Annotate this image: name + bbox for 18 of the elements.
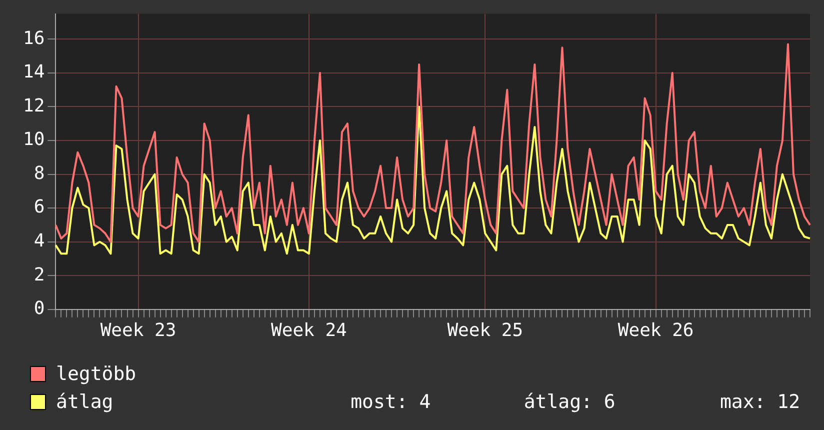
y-tick-label: 4 — [34, 230, 45, 252]
text: most: 4 — [350, 391, 432, 413]
y-tick-label: 14 — [22, 62, 45, 83]
legend-label: átlag — [56, 391, 114, 413]
text: átlag: 6 — [522, 391, 616, 413]
legend-label: legtöbb — [56, 363, 138, 385]
text: max: 12 — [718, 391, 802, 413]
x-tick-label: Week 24 — [271, 320, 347, 341]
y-tick-label: 8 — [34, 162, 45, 184]
y-tick-label: 10 — [22, 129, 45, 150]
x-tick-label: Week 23 — [100, 320, 176, 341]
y-tick-label: 12 — [22, 95, 45, 116]
x-tick-label: Week 26 — [618, 320, 694, 341]
y-tick-label: 0 — [34, 298, 45, 320]
x-tick-label: Week 25 — [447, 320, 524, 341]
y-tick-label: 6 — [34, 196, 45, 218]
y-tick-label: 2 — [34, 264, 45, 286]
y-tick-label: 16 — [22, 28, 45, 49]
